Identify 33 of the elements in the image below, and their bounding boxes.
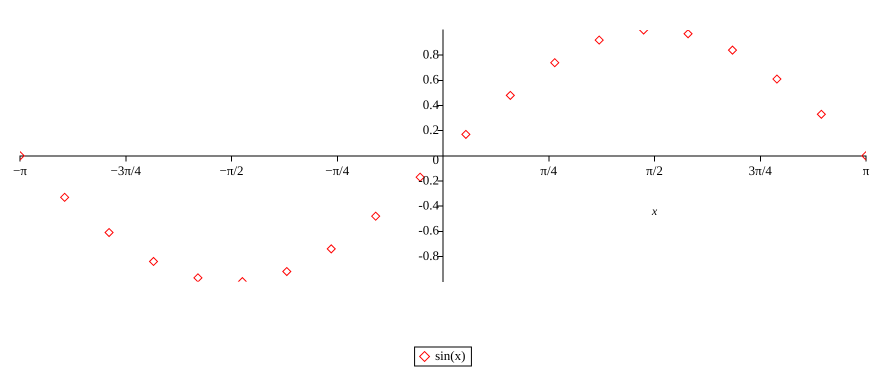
y-tick-label: 0.4 — [422, 96, 440, 112]
legend-label: sin(x) — [435, 348, 466, 363]
point — [371, 212, 380, 221]
x-axis-title: x — [650, 204, 658, 218]
point — [772, 74, 782, 84]
x-tick-label: π/4 — [540, 163, 558, 178]
point — [60, 192, 70, 202]
x-tick-label: 3π/4 — [748, 163, 772, 178]
point — [282, 267, 292, 276]
x-tick-label: −3π/4 — [110, 163, 142, 178]
point — [728, 46, 737, 55]
point — [461, 130, 470, 139]
point — [594, 36, 604, 45]
y-tick-label: -0.4 — [418, 198, 440, 213]
point — [550, 58, 560, 68]
y-tick-label: -0.8 — [418, 248, 439, 263]
point — [684, 30, 693, 38]
y-tick-label: -0.6 — [418, 222, 440, 238]
point — [326, 244, 336, 254]
y-tick-label: 0.2 — [422, 122, 439, 138]
y-tick-label: 0.6 — [422, 72, 440, 87]
x-tick-label: −π/2 — [219, 163, 244, 178]
point — [149, 256, 158, 266]
x-tick-label: π — [862, 163, 870, 178]
y-tick-label: 0.8 — [422, 46, 439, 62]
x-tick-label: −π — [13, 163, 28, 178]
y-tick-label: -0.2 — [418, 172, 439, 188]
x-tick-label: −π/4 — [325, 163, 350, 178]
point — [506, 90, 515, 100]
x-tick-label: π/2 — [646, 163, 663, 178]
point — [193, 273, 202, 282]
point — [104, 228, 114, 238]
point — [816, 110, 826, 119]
